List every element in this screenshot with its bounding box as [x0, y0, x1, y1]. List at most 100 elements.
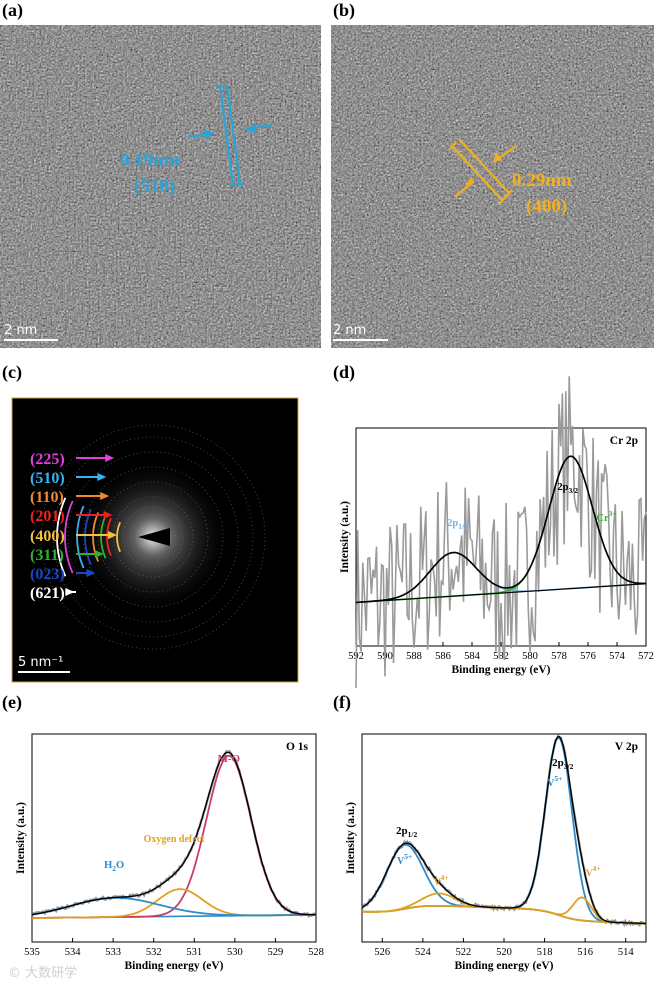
x-tick-label: 582 — [493, 651, 509, 662]
lattice-spacing-b: 0.29nm — [512, 170, 572, 191]
x-tick-label: 584 — [464, 651, 481, 662]
fit-2p1-2 — [355, 551, 647, 604]
saed-ring-arrowhead — [94, 550, 104, 558]
saed-ring-label: (110) — [30, 489, 64, 506]
saed-ring-arrowhead — [86, 569, 96, 577]
x-tick-label: 518 — [537, 947, 553, 958]
x-tick-label: 586 — [435, 651, 451, 662]
x-tick-label: 516 — [577, 947, 593, 958]
x-axis-label: Binding energy (eV) — [451, 664, 550, 676]
saed-ring-label: (621) — [30, 585, 65, 602]
saed-ring-label: (311) — [30, 547, 64, 564]
envelope-line — [31, 751, 316, 916]
scale-bar-a: 2 nm — [4, 323, 37, 338]
x-tick-label: 580 — [522, 651, 538, 662]
peak-annotation: M-O — [217, 753, 240, 765]
fit-component — [31, 897, 316, 917]
saed-diffraction-ring — [40, 424, 266, 650]
lattice-plane-b: (400) — [526, 196, 567, 217]
saed-ring-label: (023) — [30, 566, 65, 583]
x-tick-label: 574 — [609, 651, 626, 662]
watermark: © 大数研学 — [8, 966, 78, 981]
xps-chart-cr2p: 592 590 588 586 584 582 580 578 576 574 572Binding… — [339, 376, 654, 689]
saed-ring-arrowhead — [103, 511, 113, 519]
plot-frame — [31, 733, 317, 943]
peak-annotation: 2p3/2 — [552, 757, 573, 771]
x-tick-label: 535 — [24, 947, 40, 958]
x-tick-label: 526 — [374, 947, 390, 958]
x-tick-label: 514 — [618, 947, 635, 958]
saed-ring-arc — [56, 497, 67, 577]
peak-annotation: Oxygen defect — [144, 834, 205, 845]
saed-ring-arc — [116, 521, 121, 553]
saed-ring-arc — [106, 517, 112, 557]
peak-annotation: V5+ — [547, 774, 562, 789]
peak-annotation: V4+ — [586, 864, 601, 879]
saed-diffraction-ring — [52, 436, 254, 638]
saed-ring-arrowhead — [105, 454, 115, 462]
panel-label-e: (e) — [2, 692, 22, 712]
background-line — [355, 583, 647, 603]
panel-label-a: (a) — [2, 0, 23, 20]
panel-label-c: (c) — [2, 362, 22, 382]
envelope-line — [361, 735, 646, 925]
x-tick-label: 534 — [65, 947, 82, 958]
scale-bar-b: 2 nm — [333, 323, 366, 338]
raw-spectrum — [355, 376, 647, 689]
saed-diffraction-ring — [112, 496, 194, 578]
saed-ring-arrowhead — [100, 492, 110, 500]
saed-pattern: (225) (510) (110) (201) (400) (311) (023) (621)… — [11, 397, 299, 683]
saed-ring-arrowhead — [97, 473, 107, 481]
x-tick-label: 578 — [551, 651, 567, 662]
panel-label-b: (b) — [333, 0, 355, 20]
y-axis-label: Intensity (a.u.) — [345, 802, 357, 874]
x-tick-label: 572 — [638, 651, 654, 662]
xps-chart-v2p: 526 524 522 520 518 516 514 Binding energy (eV)… — [345, 733, 647, 972]
xps-chart-o1s: 535 534 533 532 531 530 529 528 Binding energy (… — [15, 733, 324, 972]
saed-ring-label: (400) — [30, 528, 65, 545]
saed-ring-arc — [92, 512, 100, 562]
envelope-line — [355, 455, 646, 604]
peak-annotation: Cr3+ — [596, 509, 616, 524]
x-tick-label: 533 — [105, 947, 121, 958]
x-tick-label: 576 — [580, 651, 596, 662]
x-tick-label: 524 — [415, 947, 432, 958]
panel-label-d: (d) — [333, 362, 355, 382]
x-tick-label: 522 — [456, 947, 472, 958]
x-axis-label: Binding energy (eV) — [454, 960, 553, 972]
saed-ring-arc — [64, 500, 74, 574]
saed-ring-arc — [76, 505, 85, 569]
panel-label-f: (f) — [333, 692, 351, 712]
saed-diffraction-ring — [97, 481, 209, 593]
peak-annotation: 2p1/2 — [447, 518, 468, 531]
scale-bar-c: 5 nm⁻¹ — [18, 655, 63, 670]
saed-ring-arrowhead — [65, 588, 75, 596]
saed-ring-arc — [100, 515, 107, 559]
y-axis-label: Intensity (a.u.) — [339, 501, 351, 573]
tem-image-b: 0.29nm (400) 2 nm — [331, 25, 654, 348]
x-tick-label: 528 — [308, 947, 324, 958]
peak-annotation: 2p1/2 — [396, 825, 417, 839]
x-tick-label: 530 — [227, 947, 243, 958]
peak-annotation: V4+ — [434, 873, 449, 888]
x-tick-label: 529 — [268, 947, 284, 958]
chart-title: Cr 2p — [610, 435, 638, 447]
saed-diffraction-ring — [122, 506, 184, 568]
saed-ring-label: (225) — [30, 451, 65, 468]
saed-ring-label: (201) — [30, 508, 65, 525]
chart-title: O 1s — [286, 741, 309, 753]
x-tick-label: 588 — [406, 651, 422, 662]
saed-diffraction-ring — [130, 514, 176, 560]
peak-annotation: V5+ — [397, 852, 412, 867]
lattice-spacing-a: 0.19nm — [120, 150, 180, 171]
lattice-plane-a: (510) — [134, 176, 175, 197]
peak-annotation: H2O — [104, 860, 124, 873]
saed-ring-arrowhead — [108, 531, 118, 539]
x-tick-label: 520 — [496, 947, 512, 958]
chart-title: V 2p — [615, 741, 638, 753]
x-axis-label: Binding energy (eV) — [124, 960, 223, 972]
saed-diffraction-ring — [82, 466, 224, 608]
x-tick-label: 532 — [146, 947, 162, 958]
x-tick-label: 531 — [186, 947, 202, 958]
